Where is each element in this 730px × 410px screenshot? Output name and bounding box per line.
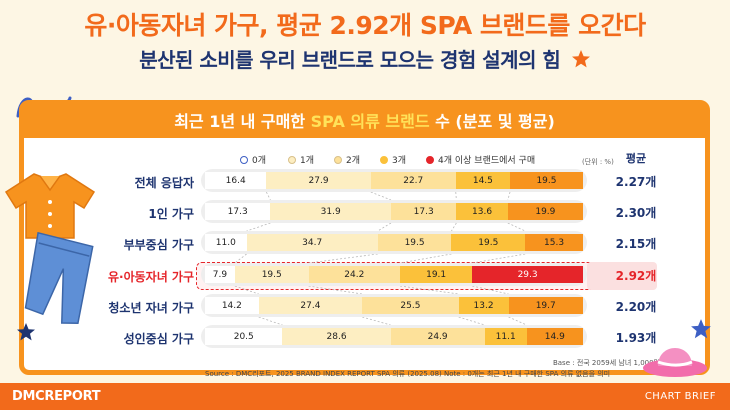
highlight-average-box (587, 262, 657, 290)
stacked-bar: 14.2 27.4 25.5 13.2 19.7 (205, 297, 583, 314)
bar-segment: 13.2 (458, 297, 509, 314)
bar-segment: 24.9 (390, 328, 485, 345)
source-note: Source : DMC리포트, 2025 BRAND INDEX REPORT… (205, 370, 611, 378)
bar-segment: 17.3 (205, 203, 271, 220)
category-label: 청소년 자녀 가구 (108, 301, 194, 315)
brand-logo: DMCREPORT (12, 389, 101, 404)
legend-item: 1개 (288, 153, 314, 166)
legend-item: 3개 (380, 153, 406, 166)
footer-bar: DMCREPORT CHART BRIEF (0, 383, 730, 410)
chart-title: 최근 1년 내 구매한 SPA 의류 브랜드 수 (분포 및 평균) (24, 105, 705, 138)
bar-segment: 15.3 (525, 234, 583, 251)
bar-segment: 11.0 (205, 234, 247, 251)
bar-segment: 19.7 (508, 297, 583, 314)
bar-segment: 19.5 (510, 172, 583, 189)
stacked-bar: 20.5 28.6 24.9 11.1 14.9 (205, 328, 583, 345)
base-note: Base : 전국 2059세 남녀 1,000명 (552, 359, 660, 367)
star-icon (691, 319, 711, 339)
average-value: 2.20개 (615, 300, 657, 314)
chart-legend: 0개 1개 2개 3개 4개 이상 브랜드에서 구매 (230, 153, 610, 167)
bar-segment: 11.1 (484, 328, 527, 345)
average-value: 1.93개 (615, 331, 657, 345)
bar-segment: 19.1 (400, 266, 473, 283)
bar-segment: 13.6 (456, 203, 508, 220)
footer-label: CHART BRIEF (644, 391, 716, 402)
average-value: 2.30개 (615, 206, 657, 220)
jeans-icon (24, 232, 94, 324)
average-value: 2.92개 (615, 269, 657, 283)
unit-label: (단위 : %) (582, 158, 614, 166)
bar-segment: 22.7 (370, 172, 456, 189)
bar-segment: 14.2 (205, 297, 259, 314)
legend-item: 4개 이상 브랜드에서 구매 (426, 153, 535, 166)
bar-segment: 19.5 (451, 234, 526, 251)
category-label: 부부중심 가구 (123, 238, 194, 252)
bar-segment: 14.5 (455, 172, 510, 189)
bar-segment: 31.9 (270, 203, 391, 220)
main-title: 유·아동자녀 가구, 평균 2.92개 SPA 브랜드를 오간다 (84, 11, 646, 40)
shirt-icon (4, 173, 96, 239)
bar-segment: 28.6 (282, 328, 391, 345)
legend-item: 2개 (334, 153, 360, 166)
bar-segment: 27.4 (258, 297, 363, 314)
average-value: 2.27개 (615, 175, 657, 189)
stacked-bar: 17.3 31.9 17.3 13.6 19.9 (205, 203, 583, 220)
star-icon (17, 323, 35, 341)
bar-segment: 19.5 (234, 266, 309, 283)
bar-segment: 19.5 (377, 234, 452, 251)
category-label: 전체 응답자 (134, 176, 194, 190)
category-label: 유·아동자녀 가구 (107, 270, 194, 284)
bar-segment: 7.9 (205, 266, 235, 283)
stacked-bar: 7.9 19.5 24.2 19.1 29.3 (205, 266, 583, 283)
stacked-bar: 11.0 34.7 19.5 19.5 15.3 (205, 234, 583, 251)
bar-segment: 34.7 (246, 234, 378, 251)
bar-segment: 24.2 (308, 266, 401, 283)
bar-segment: 27.9 (266, 172, 371, 189)
bar-segment: 17.3 (390, 203, 457, 220)
bar-segment: 25.5 (362, 297, 459, 314)
bar-segment: 19.9 (507, 203, 583, 220)
bar-segment: 16.4 (205, 172, 267, 189)
average-value: 2.15개 (615, 237, 657, 251)
category-label: 성인중심 가구 (123, 332, 194, 346)
legend-item: 0개 (240, 153, 266, 166)
stacked-bar: 16.4 27.9 22.7 14.5 19.5 (205, 172, 583, 189)
category-label: 1인 가구 (148, 207, 194, 221)
bar-segment: 29.3 (472, 266, 583, 283)
bar-segment: 14.9 (526, 328, 583, 345)
bar-segment: 20.5 (205, 328, 283, 345)
star-icon (571, 50, 590, 68)
sun-hat-icon (643, 348, 707, 377)
average-header: 평균 (625, 152, 647, 165)
sub-title: 분산된 소비를 우리 브랜드로 모으는 경험 설계의 힘 (0, 44, 730, 73)
